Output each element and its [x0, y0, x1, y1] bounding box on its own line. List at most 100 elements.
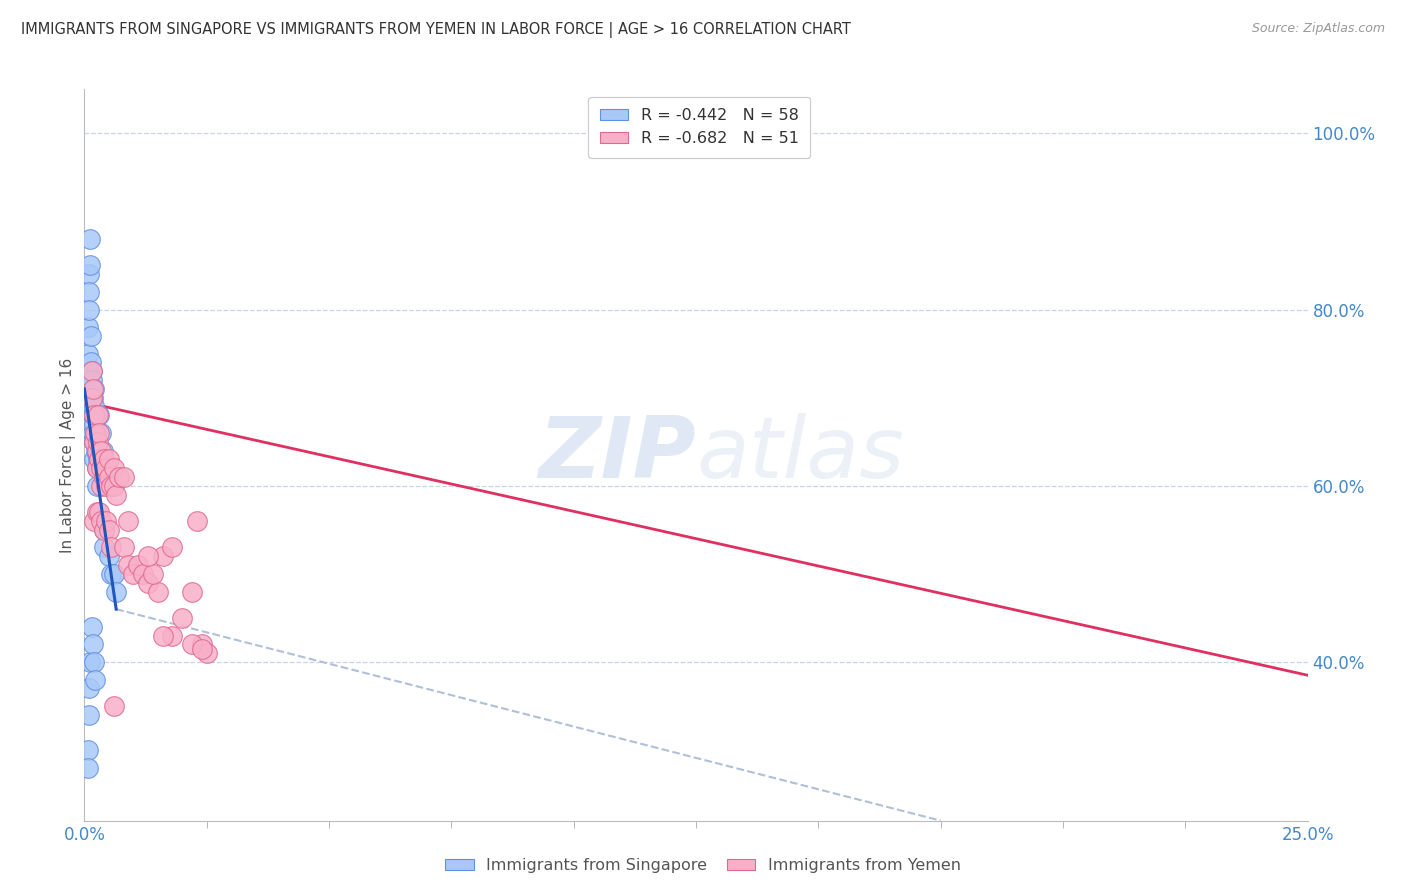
Point	[191, 641, 214, 656]
Point	[127, 558, 149, 572]
Point	[86, 461, 108, 475]
Point	[83, 434, 105, 449]
Point	[80, 620, 103, 634]
Point	[84, 425, 107, 440]
Point	[117, 558, 139, 572]
Point	[86, 443, 108, 458]
Point	[96, 461, 118, 475]
Point	[103, 461, 125, 475]
Point	[87, 452, 110, 467]
Point	[90, 461, 112, 475]
Point	[77, 302, 100, 317]
Point	[82, 637, 104, 651]
Point	[77, 681, 100, 696]
Point	[93, 523, 115, 537]
Point	[103, 699, 125, 714]
Point	[82, 400, 104, 414]
Point	[162, 629, 184, 643]
Point	[87, 409, 110, 423]
Point	[83, 514, 105, 528]
Point	[112, 541, 135, 555]
Point	[136, 549, 159, 564]
Point	[103, 566, 125, 581]
Point	[93, 541, 115, 555]
Point	[86, 479, 108, 493]
Point	[97, 523, 120, 537]
Point	[86, 505, 108, 519]
Point	[82, 409, 104, 423]
Point	[84, 443, 107, 458]
Point	[91, 443, 114, 458]
Point	[172, 611, 194, 625]
Point	[82, 425, 104, 440]
Point	[86, 461, 108, 475]
Point	[93, 470, 115, 484]
Point	[83, 400, 105, 414]
Text: atlas: atlas	[696, 413, 904, 497]
Point	[80, 364, 103, 378]
Point	[97, 452, 120, 467]
Point	[84, 409, 107, 423]
Point	[84, 425, 107, 440]
Point	[152, 549, 174, 564]
Point	[87, 505, 110, 519]
Point	[87, 409, 110, 423]
Point	[90, 514, 112, 528]
Point	[77, 285, 100, 299]
Point	[90, 425, 112, 440]
Point	[96, 514, 118, 528]
Point	[76, 346, 98, 360]
Point	[152, 629, 174, 643]
Point	[86, 434, 108, 449]
Point	[76, 373, 98, 387]
Point	[136, 575, 159, 590]
Point	[142, 566, 165, 581]
Point	[82, 373, 104, 387]
Point	[100, 566, 122, 581]
Point	[83, 452, 105, 467]
Y-axis label: In Labor Force | Age > 16: In Labor Force | Age > 16	[60, 358, 76, 552]
Text: ZIP: ZIP	[538, 413, 696, 497]
Point	[82, 382, 104, 396]
Point	[80, 391, 103, 405]
Point	[76, 320, 98, 334]
Point	[97, 470, 120, 484]
Point	[100, 541, 122, 555]
Point	[105, 584, 128, 599]
Point	[83, 417, 105, 431]
Point	[87, 434, 110, 449]
Point	[83, 382, 105, 396]
Point	[80, 329, 103, 343]
Point	[83, 655, 105, 669]
Point	[77, 267, 100, 281]
Point	[93, 452, 115, 467]
Point	[195, 646, 218, 660]
Point	[181, 637, 204, 651]
Point	[97, 549, 120, 564]
Point	[80, 391, 103, 405]
Point	[87, 425, 110, 440]
Point	[77, 707, 100, 722]
Text: IMMIGRANTS FROM SINGAPORE VS IMMIGRANTS FROM YEMEN IN LABOR FORCE | AGE > 16 COR: IMMIGRANTS FROM SINGAPORE VS IMMIGRANTS …	[21, 22, 851, 38]
Point	[186, 514, 208, 528]
Point	[103, 479, 125, 493]
Point	[112, 470, 135, 484]
Point	[77, 761, 100, 775]
Point	[93, 523, 115, 537]
Point	[84, 673, 107, 687]
Point	[80, 355, 103, 369]
Point	[117, 514, 139, 528]
Point	[191, 637, 214, 651]
Point	[132, 566, 155, 581]
Point	[83, 434, 105, 449]
Point	[107, 470, 129, 484]
Point	[181, 584, 204, 599]
Point	[162, 541, 184, 555]
Point	[84, 425, 107, 440]
Point	[80, 364, 103, 378]
Point	[90, 479, 112, 493]
Point	[96, 479, 118, 493]
Point	[146, 584, 169, 599]
Text: Source: ZipAtlas.com: Source: ZipAtlas.com	[1251, 22, 1385, 36]
Point	[79, 259, 101, 273]
